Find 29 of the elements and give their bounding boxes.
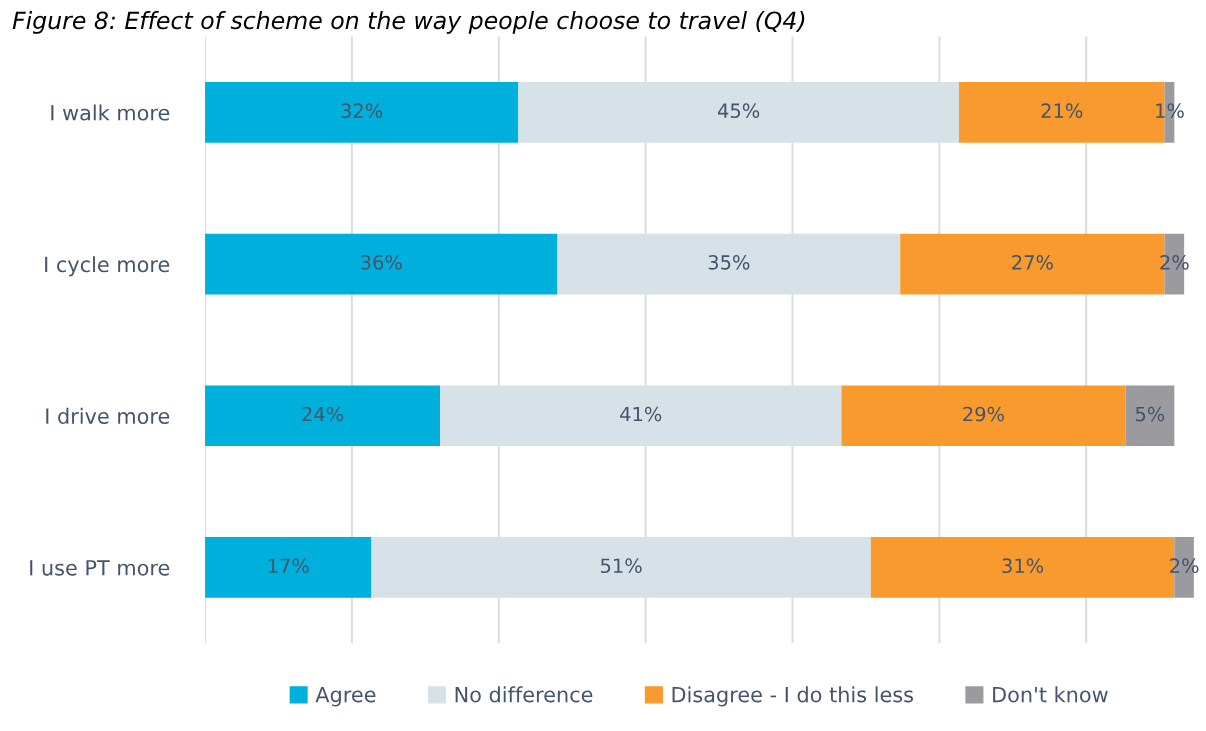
bar	[205, 385, 441, 447]
bar	[205, 233, 558, 295]
bar	[1125, 385, 1175, 447]
data-label: 51%	[601, 558, 642, 574]
bar	[205, 537, 372, 598]
data-label: 29%	[963, 406, 1004, 422]
bar	[841, 385, 1126, 447]
data-label: 41%	[620, 406, 662, 422]
legend-label: No difference	[455, 686, 593, 703]
bar	[205, 82, 519, 143]
data-label: 1%	[1156, 103, 1184, 119]
legend-label: Disagree - I do this less	[672, 686, 913, 707]
y-tick-label: I use PT more	[30, 560, 170, 576]
data-label: 31%	[1002, 558, 1044, 574]
y-tick-label: I cycle more	[45, 256, 170, 277]
data-label: 27%	[1012, 255, 1053, 270]
data-label: 45%	[717, 103, 760, 119]
data-label: 21%	[1041, 103, 1083, 119]
data-label: 36%	[361, 255, 402, 270]
y-tick-label: I drive more	[46, 407, 170, 424]
data-label: 32%	[341, 103, 383, 119]
chart-title: Figure 8: Effect of scheme on the way people choose to travel (Q4)	[12, 10, 805, 34]
data-label: 35%	[708, 255, 750, 270]
data-label: 17%	[268, 558, 309, 574]
y-tick-label: I walk more	[51, 104, 170, 121]
data-label: 24%	[302, 406, 344, 422]
data-label: 5%	[1135, 406, 1165, 422]
legend-label: Agree	[315, 686, 376, 707]
legend-label: Don't know	[993, 686, 1108, 703]
